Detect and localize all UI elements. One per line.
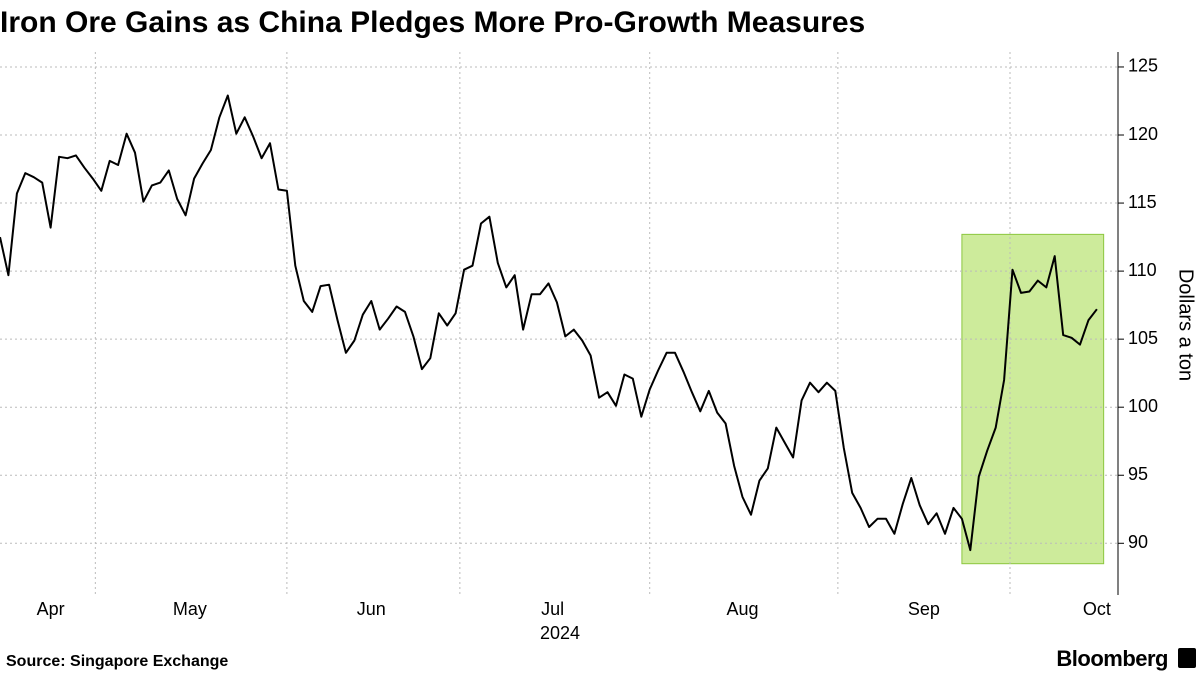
x-tick-label: Oct — [1083, 599, 1111, 619]
price-line — [0, 94, 1098, 552]
y-tick-label: 110 — [1128, 260, 1157, 280]
y-tick-label: 125 — [1128, 56, 1158, 76]
source: Source: Singapore Exchange — [6, 653, 228, 670]
highlight-box — [961, 233, 1105, 565]
year-label: 2024 — [540, 623, 580, 643]
y-tick-label: 115 — [1128, 192, 1157, 212]
x-tick-label: May — [173, 599, 207, 619]
y-axis-label: Dollars a ton — [1175, 269, 1197, 381]
y-tick-label: 95 — [1128, 464, 1148, 484]
brand-icon — [1178, 648, 1196, 668]
x-tick-label: Jun — [357, 599, 386, 619]
y-tick-label: 120 — [1128, 124, 1158, 144]
x-tick-label: Apr — [37, 599, 65, 619]
chart-title: Iron Ore Gains as China Pledges More Pro… — [0, 6, 865, 39]
y-tick-label: 90 — [1128, 532, 1148, 552]
y-tick-label: 105 — [1128, 328, 1158, 348]
x-tick-label: Aug — [727, 599, 759, 619]
y-tick-label: 100 — [1128, 396, 1158, 416]
x-tick-label: Sep — [908, 599, 940, 619]
x-tick-label: Jul — [541, 599, 564, 619]
brand: Bloomberg — [1056, 646, 1168, 671]
